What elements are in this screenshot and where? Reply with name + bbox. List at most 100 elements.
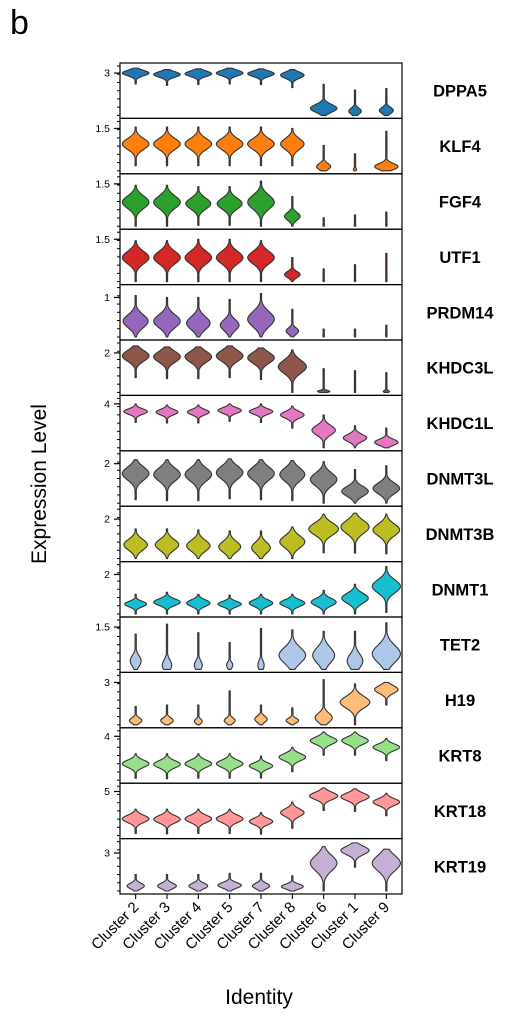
violin-krt8-cluster-1: [341, 731, 369, 756]
violin-dppa5-cluster-1: [348, 89, 362, 116]
violin-prdm14-cluster-4: [186, 296, 211, 338]
violin-klf4-cluster-7: [247, 126, 275, 167]
x-axis-label: Identity: [225, 986, 293, 1009]
violin-tet2-cluster-1: [346, 630, 364, 670]
violin-utf1-cluster-7: [247, 240, 275, 283]
violin-krt19-cluster-7: [251, 872, 271, 892]
panel-letter: b: [10, 4, 29, 42]
violin-krt8-cluster-2: [121, 753, 150, 779]
violin-krt18-cluster-2: [121, 808, 150, 834]
violin-khdc1l-cluster-5: [217, 403, 242, 422]
violin-klf4-cluster-9: [374, 130, 399, 172]
violin-dnmt1-cluster-9: [371, 566, 401, 613]
violin-khdc3l-cluster-9: [382, 372, 391, 393]
y-tick-label: 1.5: [95, 178, 110, 190]
violin-utf1-cluster-9: [385, 252, 388, 283]
violin-dppa5-cluster-5: [215, 67, 244, 85]
violin-dnmt3b-cluster-6: [308, 513, 340, 554]
gene-label-klf4: KLF4: [439, 138, 481, 156]
violin-khdc1l-cluster-9: [374, 427, 399, 449]
violin-dppa5-cluster-7: [247, 68, 275, 86]
violin-klf4-cluster-4: [184, 126, 213, 167]
violin-tet2-cluster-9: [371, 622, 401, 670]
violin-krt18-cluster-1: [340, 788, 370, 812]
violin-klf4-cluster-2: [121, 126, 150, 167]
violin-dnmt1-cluster-6: [310, 589, 337, 615]
gene-label-prdm14: PRDM14: [427, 304, 495, 322]
violin-dnmt1-cluster-2: [124, 593, 148, 615]
violin-utf1-cluster-1: [353, 264, 357, 283]
violin-dnmt1-cluster-8: [279, 593, 306, 615]
violin-dppa5-cluster-8: [280, 68, 305, 89]
violin-h19-cluster-8: [285, 707, 300, 726]
violin-khdc1l-cluster-7: [248, 403, 274, 423]
violin-utf1-cluster-8: [283, 257, 301, 283]
violin-dnmt3l-cluster-4: [184, 459, 213, 502]
violin-dnmt3b-cluster-7: [251, 530, 271, 560]
gene-label-krt19: KRT19: [434, 858, 486, 876]
violin-khdc1l-cluster-6: [311, 414, 336, 449]
violin-dnmt3b-cluster-4: [186, 529, 211, 560]
violin-fgf4-cluster-3: [153, 184, 181, 227]
violin-krt19-cluster-2: [126, 873, 145, 892]
violin-fgf4-cluster-1: [353, 214, 357, 227]
y-tick-label: 5: [104, 786, 110, 798]
violin-krt8-cluster-8: [278, 746, 307, 773]
violin-dppa5-cluster-6: [309, 83, 338, 116]
gene-label-utf1: UTF1: [439, 249, 480, 267]
violin-h19-cluster-6: [314, 679, 333, 726]
violin-h19-cluster-7: [254, 704, 268, 726]
violin-h19-cluster-5: [223, 690, 236, 726]
y-tick-label: 4: [104, 731, 110, 743]
violin-fgf4-cluster-4: [185, 186, 212, 226]
gene-label-fgf4: FGF4: [439, 194, 482, 212]
violin-dppa5-cluster-3: [153, 68, 181, 86]
gene-label-dnmt3b: DNMT3B: [426, 526, 495, 544]
y-tick-label: 4: [104, 398, 110, 410]
violin-khdc1l-cluster-8: [280, 405, 305, 429]
violin-krt19-cluster-6: [309, 846, 338, 892]
y-tick-label: 1.5: [95, 123, 110, 135]
y-tick-label: 1.5: [95, 234, 110, 246]
violin-dnmt3b-cluster-8: [279, 526, 306, 560]
violin-utf1-cluster-3: [153, 240, 181, 283]
violin-khdc3l-cluster-2: [121, 345, 150, 379]
violin-dnmt3b-cluster-9: [372, 513, 401, 555]
gene-label-tet2: TET2: [440, 637, 480, 655]
violin-dppa5-cluster-2: [121, 67, 150, 85]
violin-tet2-cluster-3: [161, 623, 173, 670]
gene-label-dnmt3l: DNMT3L: [427, 471, 494, 489]
gene-label-khdc1l: KHDC1L: [427, 415, 494, 433]
violin-fgf4-cluster-6: [322, 217, 325, 227]
y-tick-label: 1.5: [95, 622, 110, 634]
violin-dnmt3l-cluster-1: [341, 469, 369, 504]
violin-utf1-cluster-5: [215, 238, 244, 283]
y-tick-label: 1: [104, 292, 110, 304]
gene-label-krt18: KRT18: [434, 803, 486, 821]
violin-tet2-cluster-5: [225, 642, 234, 670]
violin-khdc3l-cluster-8: [277, 349, 307, 393]
violin-prdm14-cluster-1: [353, 328, 357, 338]
gene-label-dppa5: DPPA5: [433, 83, 487, 101]
violin-dnmt3b-cluster-3: [154, 528, 180, 560]
violin-utf1-cluster-4: [184, 238, 213, 283]
violin-khdc3l-cluster-1: [353, 370, 357, 393]
violin-krt18-cluster-6: [309, 787, 339, 812]
violin-khdc1l-cluster-2: [123, 403, 148, 423]
violin-krt18-cluster-4: [184, 808, 213, 834]
violin-fgf4-cluster-7: [247, 180, 275, 227]
y-tick-label: 3: [104, 68, 110, 80]
violin-dppa5-cluster-9: [378, 88, 394, 116]
violin-khdc1l-cluster-3: [155, 404, 179, 424]
violin-h19-cluster-9: [374, 681, 399, 706]
violin-tet2-cluster-2: [129, 633, 142, 670]
violin-khdc3l-cluster-4: [184, 346, 213, 380]
y-tick-label: 2: [104, 514, 110, 526]
violin-klf4-cluster-6: [316, 144, 332, 172]
violin-klf4-cluster-5: [215, 126, 244, 167]
violin-dnmt3l-cluster-6: [309, 461, 338, 504]
violin-krt8-cluster-6: [309, 731, 338, 756]
violin-khdc3l-cluster-6: [316, 368, 331, 393]
violin-prdm14-cluster-3: [153, 296, 181, 338]
